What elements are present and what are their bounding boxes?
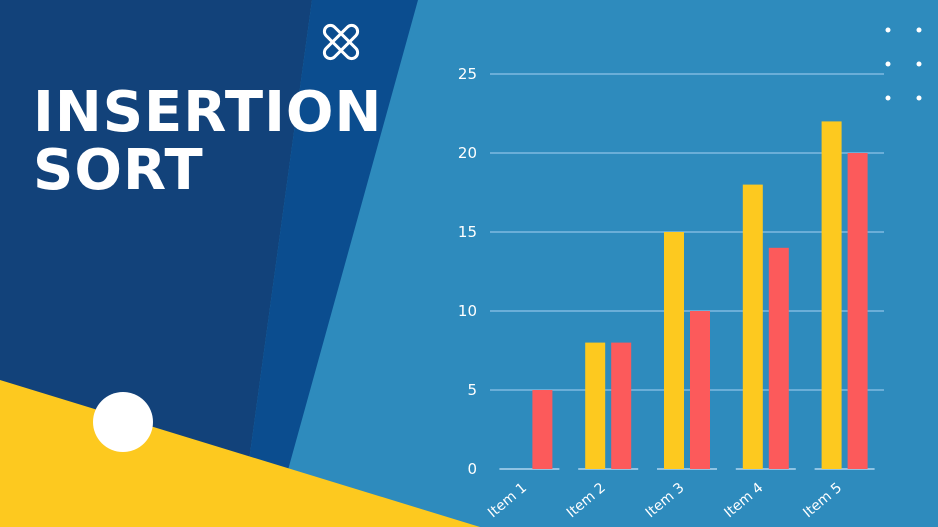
x-category-label: Item 1: [485, 480, 530, 521]
dark-blue-panel: [0, 0, 312, 527]
y-tick-label: 15: [458, 223, 477, 241]
x-category-label: Item 2: [564, 480, 609, 521]
bar: [585, 342, 606, 469]
x-category-label: Item 5: [800, 480, 845, 521]
bar: [768, 247, 789, 469]
bar: [532, 390, 553, 469]
bar: [742, 184, 763, 469]
white-circle: [93, 392, 153, 452]
y-tick-label: 0: [467, 460, 477, 478]
x-axis-categories: Item 1 Item 2 Item 3 Item 4 Item 5: [485, 480, 845, 521]
y-tick-label: 25: [458, 65, 477, 83]
y-tick-label: 20: [458, 144, 477, 162]
y-axis-ticks: 0 5 10 15 20 25: [458, 65, 477, 478]
bars: [532, 121, 868, 470]
title-line-2: SORT: [33, 138, 204, 203]
x-category-label: Item 4: [721, 480, 766, 521]
mid-blue-panel: [225, 0, 418, 527]
y-tick-label: 5: [467, 381, 477, 399]
title-line-1: INSERTION: [33, 80, 383, 145]
dot-grid-icon: [885, 27, 922, 101]
bar: [847, 153, 868, 469]
bar: [611, 342, 632, 469]
y-tick-label: 10: [458, 302, 477, 320]
bar: [821, 121, 842, 470]
bar: [690, 311, 710, 469]
bar: [664, 232, 684, 469]
x-category-label: Item 3: [643, 480, 688, 521]
